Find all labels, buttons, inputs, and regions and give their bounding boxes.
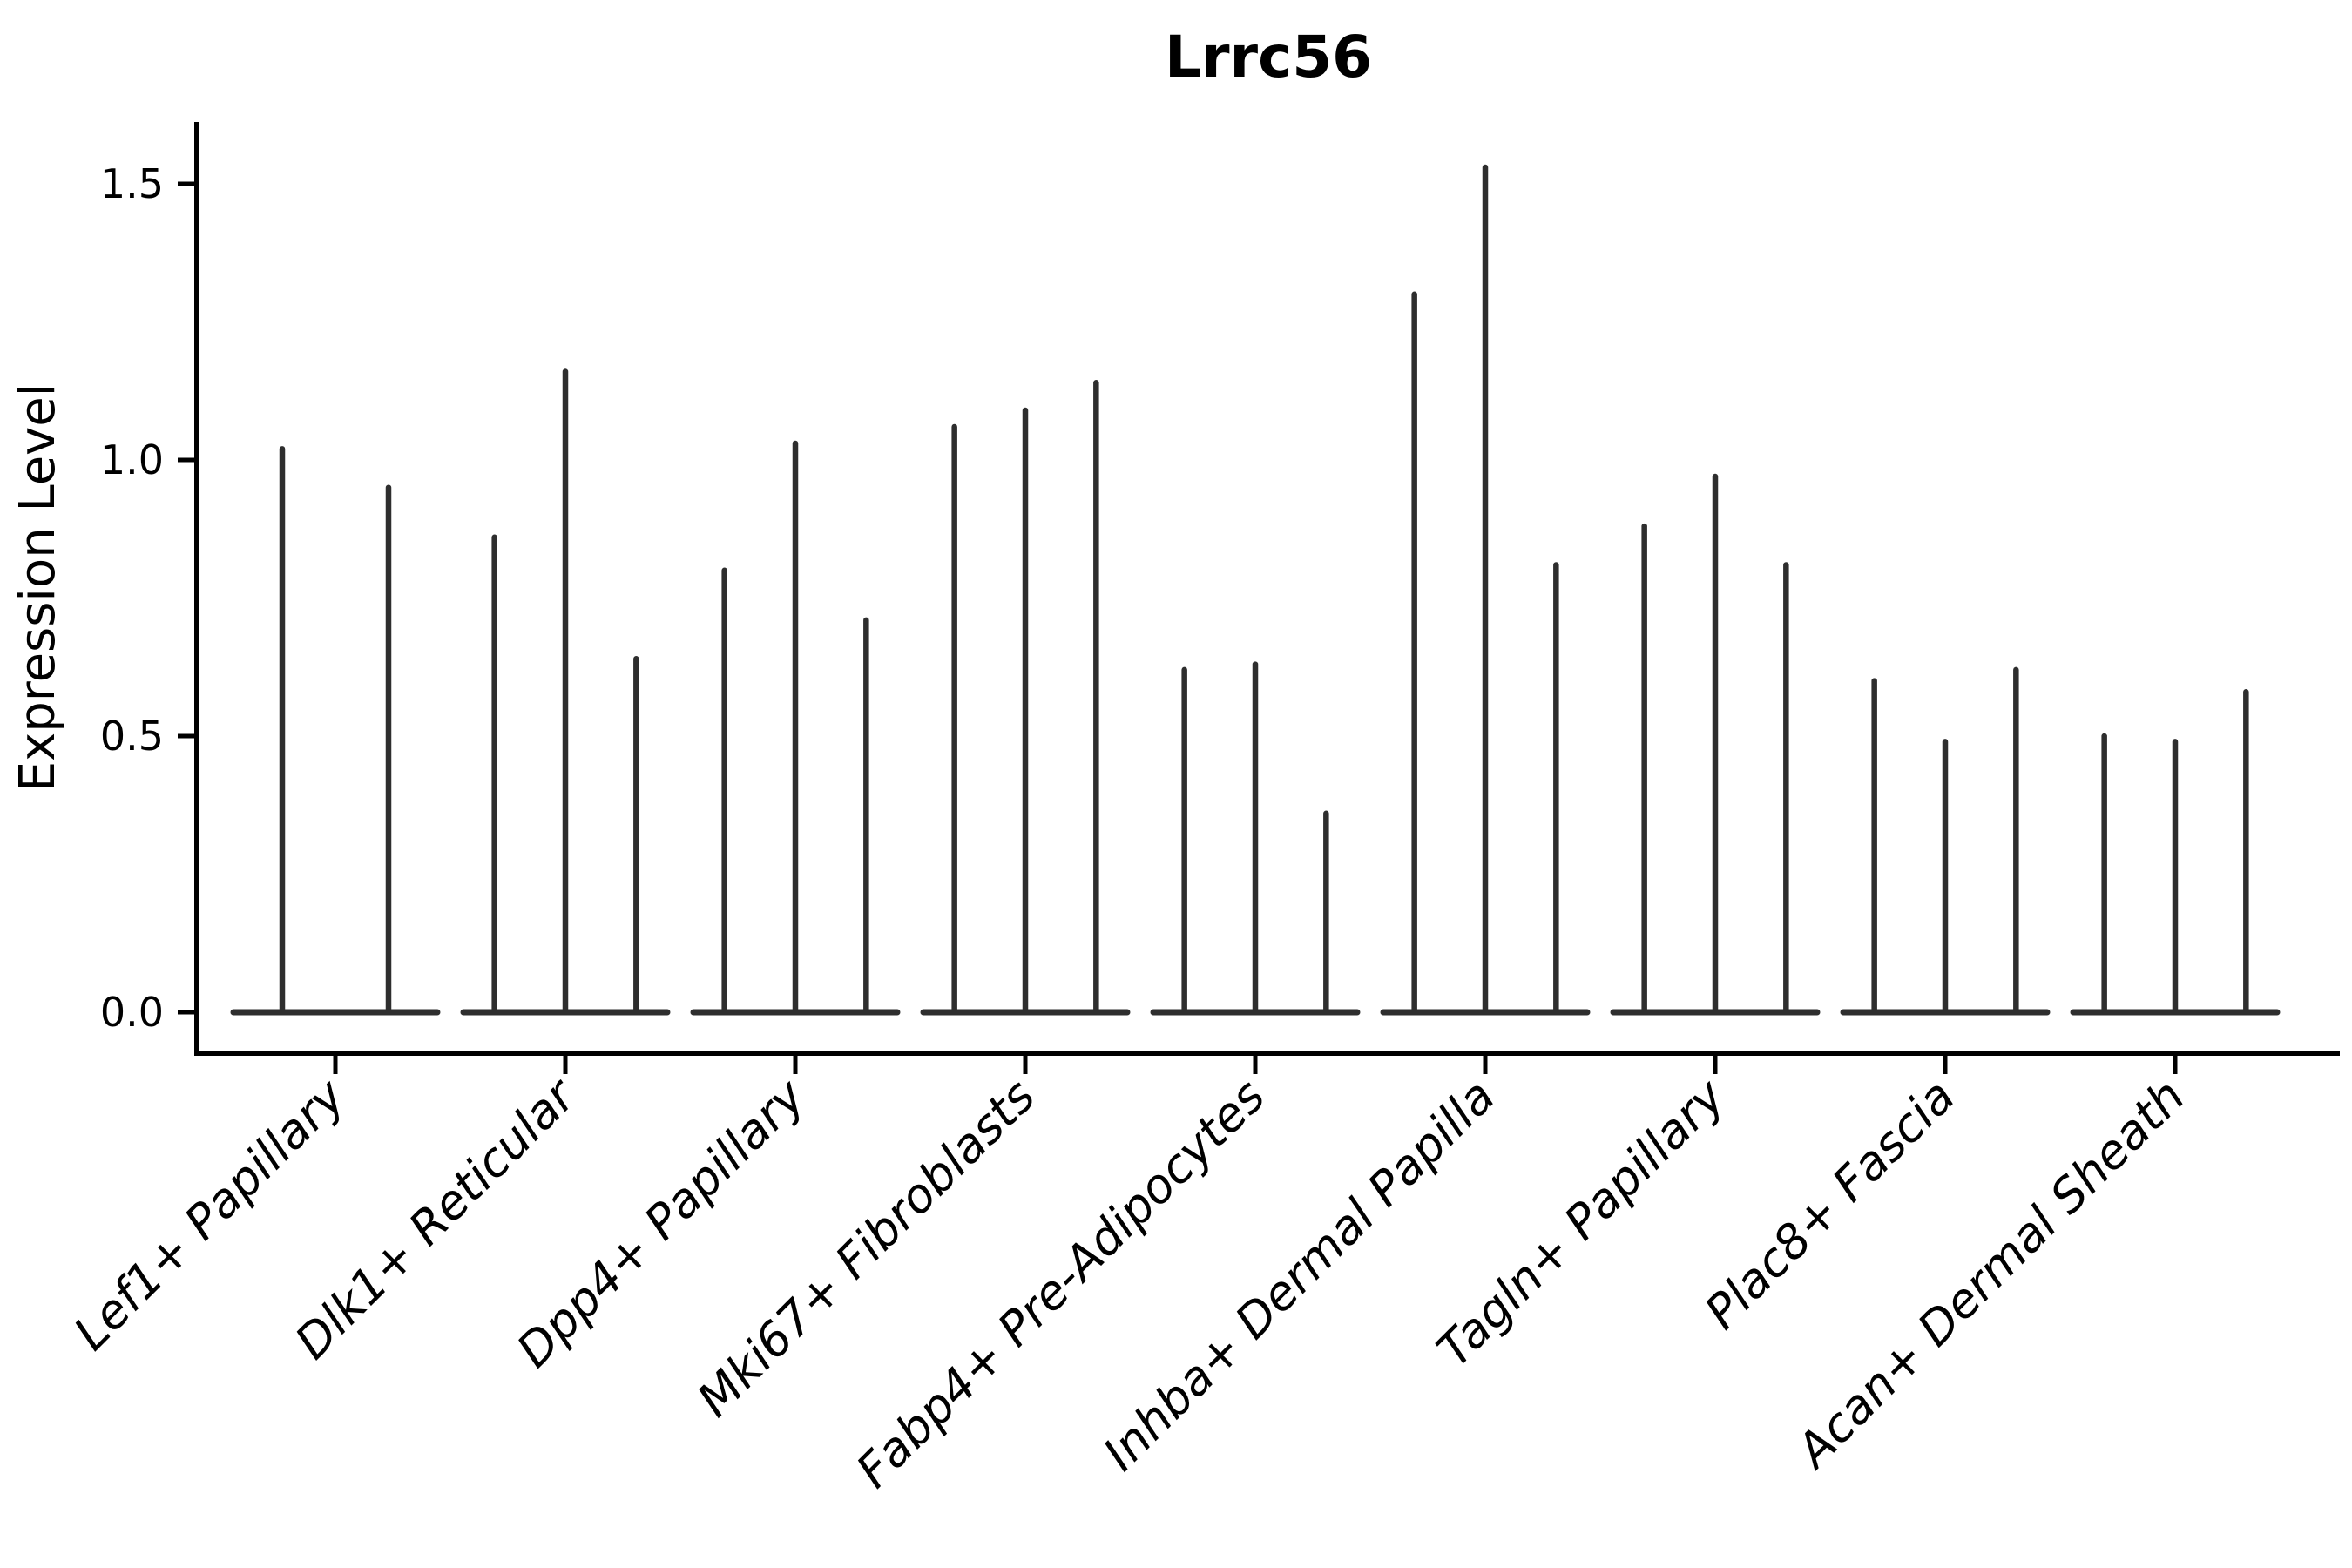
y-tick-label: 0.0 <box>100 989 164 1036</box>
y-axis-label: Expression Level <box>10 383 66 793</box>
x-tick-label: Plac8+ Fascia <box>1694 1069 1965 1340</box>
y-tick-label: 0.5 <box>100 713 164 760</box>
x-tick-label: Acan+ Dermal Sheath <box>1784 1069 2195 1480</box>
chart-title: Lrrc56 <box>1165 24 1372 91</box>
y-tick-label: 1.0 <box>100 436 164 483</box>
y-tick-label: 1.5 <box>100 160 164 207</box>
x-tick-label: Inhba+ Dermal Papilla <box>1092 1069 1505 1482</box>
x-tick-label: Fabp4+ Pre-Adipocytes <box>846 1069 1275 1498</box>
